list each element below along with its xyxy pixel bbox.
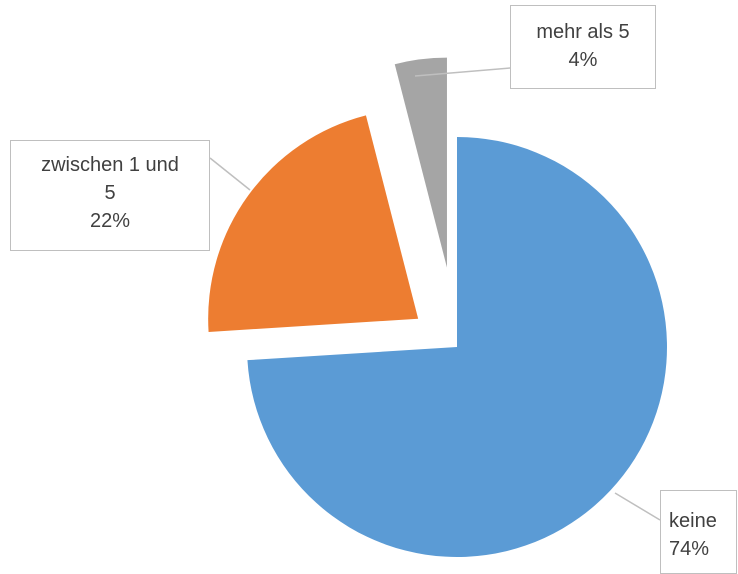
data-label: zwischen 1 und 5 22% (10, 140, 210, 251)
pie-slice (394, 57, 447, 268)
label-category: keine (669, 510, 717, 532)
data-label: mehr als 5 4% (510, 5, 656, 89)
leader-line (209, 157, 251, 191)
label-value: 4% (568, 49, 598, 71)
label-category: zwischen 1 und 5 (41, 154, 179, 204)
label-value: 74% (669, 538, 710, 560)
pie-slice (208, 115, 419, 332)
pie-slice (247, 137, 667, 557)
label-value: 22% (89, 210, 131, 232)
label-category: mehr als 5 (536, 21, 630, 43)
leader-line (414, 67, 511, 77)
data-label: keine 74% (660, 490, 737, 574)
leader-line (614, 492, 661, 521)
